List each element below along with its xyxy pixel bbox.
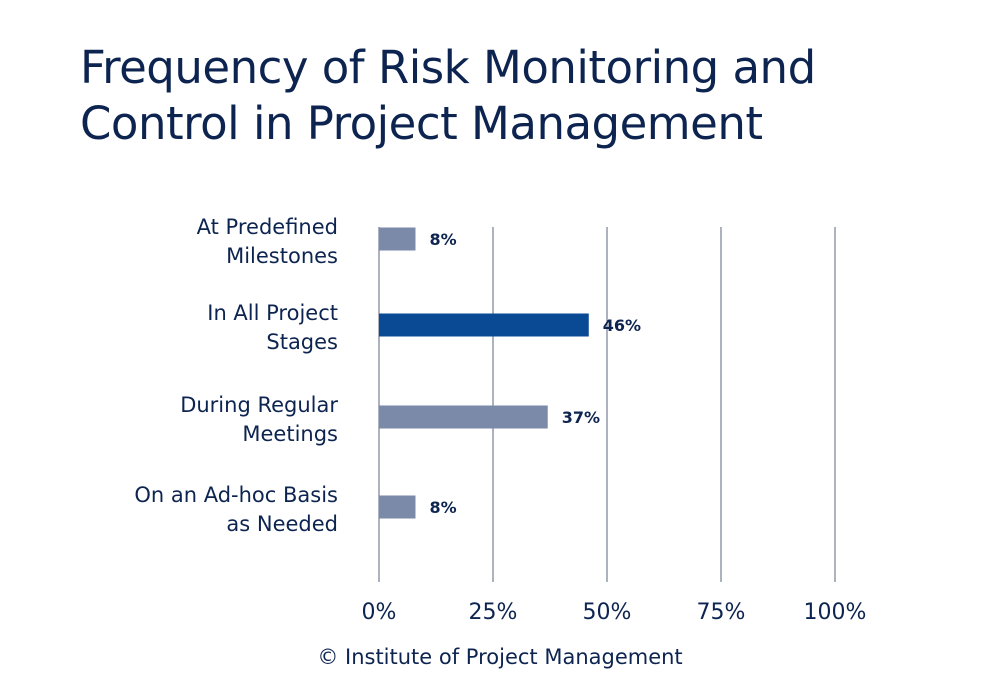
data-label: 46% [603,316,641,335]
data-label: 8% [429,230,456,249]
x-tick-label: 25% [469,600,518,625]
category-label: In All Project [207,301,338,325]
category-label: Meetings [242,422,338,446]
category-labels: At Predefined Milestones In All Project Sta… [134,215,338,536]
x-tick-label: 50% [583,600,632,625]
category-label: At Predefined [197,215,338,239]
category-label: as Needed [226,512,338,536]
category-label: On an Ad-hoc Basis [134,483,338,507]
bar-chart: At Predefined Milestones In All Project Sta… [134,215,867,625]
x-axis-ticks: 0% 25% 50% 75% 100% [362,600,867,625]
copyright-footer: © Institute of Project Management [317,645,683,669]
grid-lines [378,227,836,582]
bar [379,405,548,429]
category-label: During Regular [180,393,338,417]
bar [379,227,416,251]
chart-title: Frequency of Risk Monitoring and Control… [80,41,816,150]
bars [379,227,589,519]
data-label: 37% [562,408,600,427]
x-tick-label: 0% [362,600,397,625]
value-labels: 8% 46% 37% 8% [429,230,641,517]
category-label: Milestones [226,244,338,268]
x-tick-label: 100% [804,600,867,625]
x-tick-label: 75% [697,600,746,625]
category-label: Stages [266,330,338,354]
data-label: 8% [429,498,456,517]
bar [379,313,589,337]
bar [379,495,416,519]
